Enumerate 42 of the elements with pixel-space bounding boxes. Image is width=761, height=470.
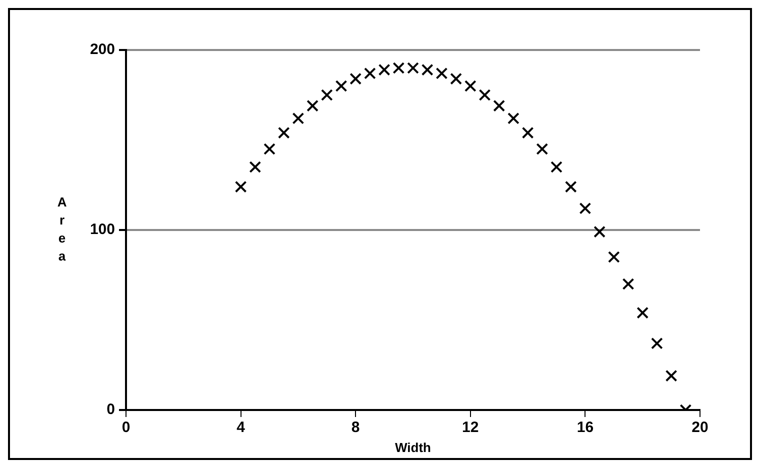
point	[378, 64, 390, 76]
point	[564, 180, 577, 193]
point	[450, 72, 462, 85]
x-tick-label: 0	[122, 419, 130, 436]
point	[364, 67, 376, 80]
point	[234, 180, 247, 193]
point	[421, 64, 434, 76]
point	[636, 306, 649, 319]
point	[407, 62, 419, 74]
y-tick-label: 0	[106, 401, 115, 418]
point	[651, 337, 663, 350]
x-tick-label: 20	[692, 419, 708, 436]
x-tick-label: 4	[236, 419, 246, 436]
point	[306, 100, 318, 112]
point	[579, 202, 592, 214]
point	[392, 62, 405, 74]
point	[665, 370, 678, 382]
x-tick-label: 16	[576, 419, 594, 436]
point	[493, 100, 506, 112]
point	[436, 67, 448, 80]
point	[264, 143, 276, 155]
x-axis-title: Width	[395, 440, 432, 455]
point	[320, 89, 333, 101]
point	[464, 80, 476, 92]
point	[478, 89, 491, 101]
point	[292, 112, 304, 124]
point	[594, 226, 606, 238]
point	[536, 143, 548, 155]
point	[522, 126, 534, 139]
y-tick-label: 200	[90, 41, 115, 58]
y-axis-title: Area	[57, 194, 68, 264]
point	[278, 126, 290, 139]
point	[608, 251, 620, 263]
x-tick-label: 8	[351, 419, 360, 436]
point	[622, 278, 634, 290]
point	[508, 112, 520, 124]
point	[335, 80, 348, 92]
point	[550, 161, 562, 173]
y-tick-label: 100	[90, 221, 115, 238]
x-tick-label: 12	[462, 419, 479, 436]
point	[350, 72, 362, 85]
point	[249, 161, 262, 173]
